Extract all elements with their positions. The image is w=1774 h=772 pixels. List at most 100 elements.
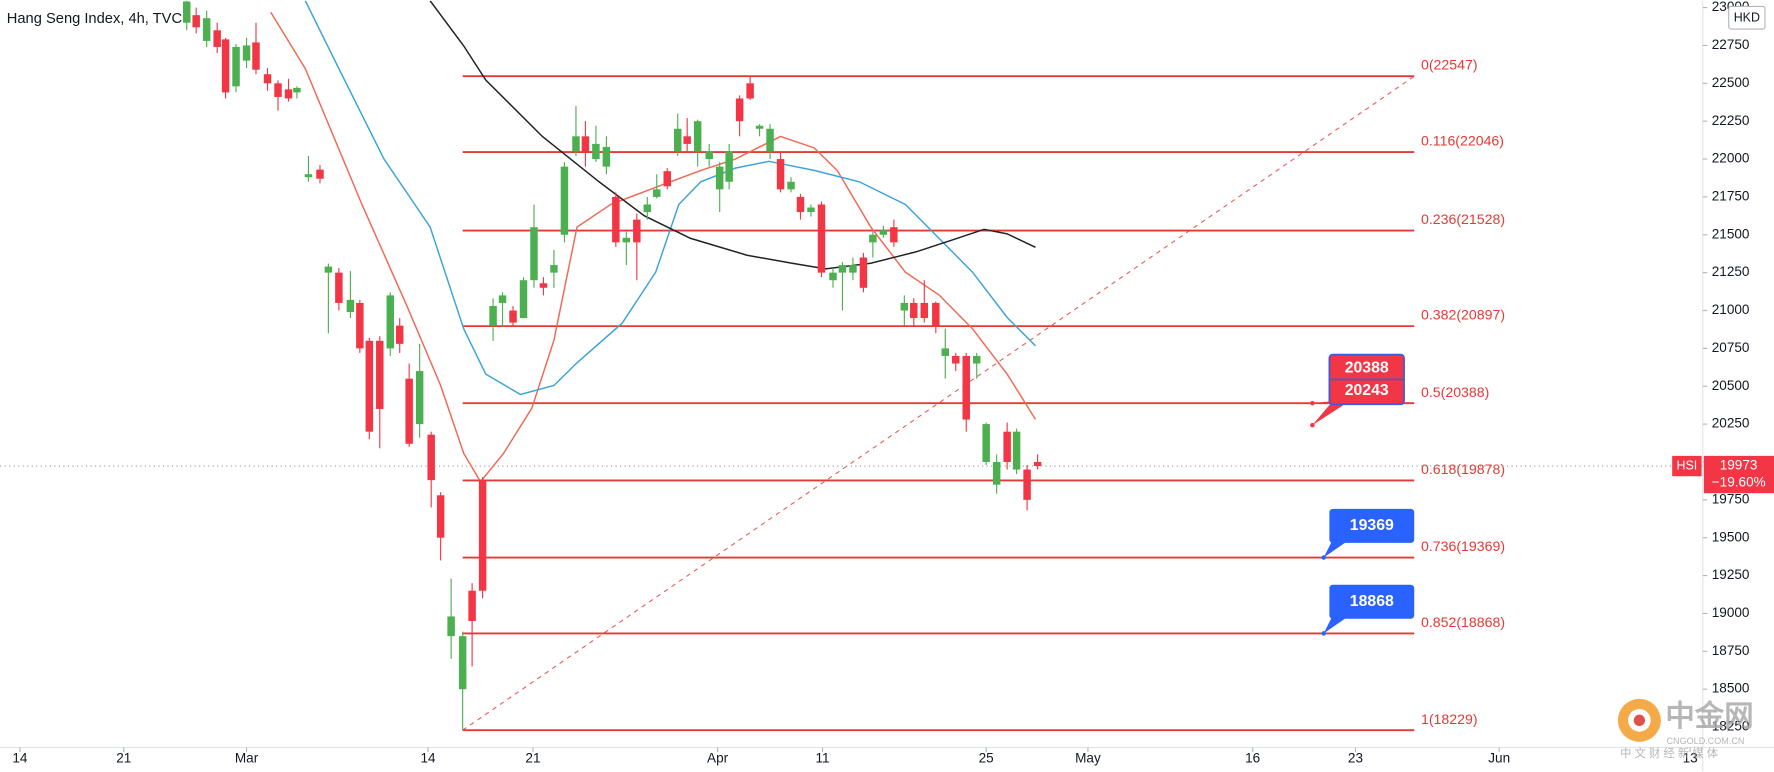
y-tick-label: 19750 (1712, 491, 1750, 506)
fib-label: 1(18229) (1421, 711, 1478, 727)
fib-label: 0.382(20897) (1421, 307, 1505, 323)
candle-body (592, 143, 600, 160)
fib-label: 0.5(20388) (1421, 384, 1489, 400)
watermark-name: 中金网 (1665, 699, 1753, 733)
currency: HKD (1734, 11, 1760, 25)
candle-body (932, 302, 940, 326)
candle-body (962, 355, 970, 420)
x-tick-label: 13 (1683, 750, 1698, 765)
x-tick-label: Mar (235, 750, 259, 765)
candle-body (221, 39, 230, 93)
plot-area: 0(22547) 0.116(22046) 0.236(21528) 0.382(20… (0, 0, 1703, 732)
candle-body (395, 325, 404, 344)
callout-label: 19369 (1350, 517, 1394, 534)
candle-body (405, 378, 413, 444)
x-tick-label: 23 (1348, 750, 1363, 765)
callout-box (1329, 584, 1415, 619)
x-tick-label: 21 (525, 750, 540, 765)
candle-body (304, 174, 313, 178)
x-tick-label: 25 (979, 750, 994, 765)
candle-body (859, 257, 868, 288)
candle-body (622, 237, 631, 243)
x-tick-label: 21 (116, 750, 131, 765)
candle-body (335, 272, 343, 303)
candle-body (602, 146, 611, 167)
candle-body (415, 371, 424, 425)
candle-body (560, 166, 569, 235)
callout-anchor (1321, 631, 1326, 636)
candle-body (293, 87, 301, 93)
callout: 20388 20243 (1310, 353, 1405, 428)
candle-body (755, 125, 764, 129)
y-tick-label: 21750 (1712, 188, 1750, 203)
candle-body (356, 302, 364, 349)
symbol-label: HSI (1677, 458, 1698, 472)
y-tick-label: 20750 (1712, 340, 1750, 355)
callout-label: 18868 (1350, 593, 1394, 610)
candle-body (509, 310, 517, 323)
callout-label: 20243 (1345, 382, 1389, 399)
x-tick-label: 14 (420, 750, 436, 765)
candle-body (849, 265, 857, 273)
candle-body (725, 151, 733, 182)
candle-body (539, 283, 548, 288)
candle-body (807, 207, 815, 213)
candle-body (458, 636, 467, 690)
y-tick-label: 19000 (1712, 605, 1750, 620)
watermark-site: CNGOLD.COM.CN (1667, 736, 1745, 746)
x-tick-label: 16 (1245, 750, 1260, 765)
candle-body (519, 280, 528, 319)
candle-body (992, 461, 1001, 485)
y-tick-label: 21500 (1712, 226, 1750, 241)
candle-body (213, 30, 221, 47)
callout-box (1329, 508, 1415, 543)
change-label: −19.60% (1712, 475, 1766, 490)
candle-body (796, 196, 805, 213)
candle-body (581, 136, 590, 152)
fib-label: 0.116(22046) (1421, 133, 1504, 149)
candle-body (890, 227, 898, 243)
symbol-tag (1672, 455, 1702, 477)
candle-body (879, 230, 888, 235)
callout-label: 20388 (1345, 359, 1389, 376)
candle-body (869, 234, 877, 243)
fib-label: 0.236(21528) (1421, 211, 1505, 227)
candle-body (284, 89, 293, 99)
candle-body (766, 128, 774, 152)
candle-body (952, 355, 960, 364)
x-tick-label: 14 (12, 750, 28, 765)
candle-body (252, 42, 260, 70)
price-tag (1703, 455, 1774, 494)
y-tick-label: 18750 (1712, 643, 1750, 658)
y-tick-label: 22750 (1712, 37, 1750, 52)
candle-body (498, 295, 507, 303)
candle-body (436, 495, 445, 538)
candle-body (478, 480, 487, 591)
y-tick-label: 21000 (1712, 302, 1750, 317)
candle-body (663, 171, 671, 187)
y-tick-label: 18250 (1712, 719, 1750, 734)
candle-body (715, 166, 724, 190)
watermark-logo-core (1633, 714, 1646, 726)
candle-body (263, 74, 272, 84)
candle-body (447, 616, 455, 637)
candle-body (776, 159, 785, 190)
y-tick-label: 18500 (1712, 681, 1750, 696)
candle-body (817, 204, 826, 273)
currency-box[interactable] (1728, 5, 1766, 30)
candle-body (550, 265, 558, 273)
candle-body (572, 136, 580, 152)
moving-average (429, 0, 1036, 270)
candle-body (1003, 431, 1011, 462)
candle-body (365, 340, 374, 432)
candle-body (900, 302, 909, 311)
moving-average (270, 11, 1037, 483)
y-tick-label: 22500 (1712, 75, 1750, 90)
y-tick-label: 20250 (1712, 416, 1750, 431)
candle-body (1033, 461, 1042, 467)
y-tick-label: 19250 (1712, 567, 1750, 582)
callout-pointer (1312, 400, 1350, 426)
x-tick-label: Apr (707, 750, 729, 765)
